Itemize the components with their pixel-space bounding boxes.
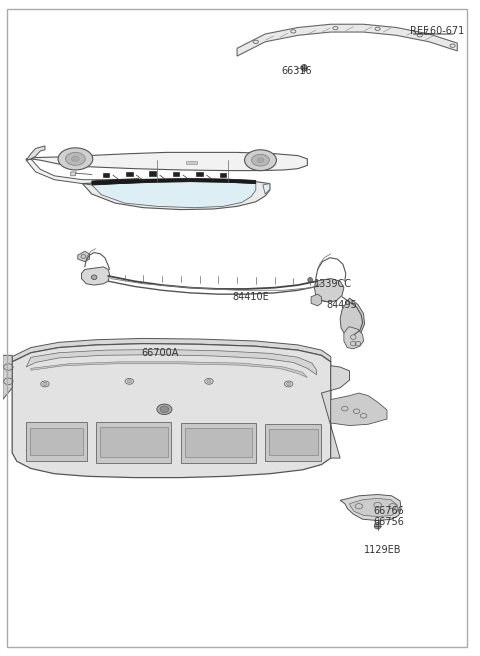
Polygon shape xyxy=(269,430,318,455)
Polygon shape xyxy=(26,422,87,461)
Polygon shape xyxy=(92,178,256,185)
Ellipse shape xyxy=(58,148,93,170)
Polygon shape xyxy=(185,428,252,457)
Ellipse shape xyxy=(301,64,307,71)
Polygon shape xyxy=(340,495,401,520)
Text: REF.60-671: REF.60-671 xyxy=(410,26,465,35)
Polygon shape xyxy=(12,344,331,478)
Polygon shape xyxy=(103,173,109,177)
Ellipse shape xyxy=(127,380,132,383)
Polygon shape xyxy=(344,327,363,349)
Polygon shape xyxy=(149,171,156,176)
Ellipse shape xyxy=(374,522,381,529)
Ellipse shape xyxy=(207,380,211,383)
Polygon shape xyxy=(26,159,139,184)
Text: 84410E: 84410E xyxy=(232,292,269,302)
Text: 66316: 66316 xyxy=(282,66,312,76)
Text: 84495: 84495 xyxy=(326,300,357,310)
Polygon shape xyxy=(71,172,76,176)
Polygon shape xyxy=(220,173,226,177)
Polygon shape xyxy=(237,24,457,56)
Text: 66700A: 66700A xyxy=(141,348,179,358)
Polygon shape xyxy=(78,251,89,262)
Polygon shape xyxy=(265,424,322,461)
Polygon shape xyxy=(196,172,203,176)
Ellipse shape xyxy=(157,404,172,415)
Text: 1339CC: 1339CC xyxy=(314,279,352,289)
Polygon shape xyxy=(340,298,364,337)
Polygon shape xyxy=(311,294,322,306)
Ellipse shape xyxy=(91,275,97,279)
Polygon shape xyxy=(83,180,270,210)
Polygon shape xyxy=(322,366,349,458)
Ellipse shape xyxy=(160,406,169,413)
Text: 1129EB: 1129EB xyxy=(363,545,401,556)
Polygon shape xyxy=(314,279,344,302)
Ellipse shape xyxy=(308,277,312,282)
Ellipse shape xyxy=(244,150,276,171)
Ellipse shape xyxy=(72,156,79,161)
Polygon shape xyxy=(30,428,84,455)
Text: 66756: 66756 xyxy=(373,517,404,527)
Ellipse shape xyxy=(43,382,47,386)
Polygon shape xyxy=(181,423,256,462)
Polygon shape xyxy=(256,162,267,165)
Polygon shape xyxy=(31,362,307,377)
Polygon shape xyxy=(100,427,168,457)
Polygon shape xyxy=(96,422,171,462)
Polygon shape xyxy=(173,172,180,176)
Ellipse shape xyxy=(287,382,291,386)
Polygon shape xyxy=(126,172,132,176)
Ellipse shape xyxy=(257,158,264,163)
Polygon shape xyxy=(26,152,307,171)
Ellipse shape xyxy=(66,152,85,165)
Polygon shape xyxy=(263,184,270,194)
Polygon shape xyxy=(349,499,397,517)
Polygon shape xyxy=(3,356,12,400)
Text: 66766: 66766 xyxy=(373,506,404,516)
Ellipse shape xyxy=(252,154,269,166)
Polygon shape xyxy=(92,182,256,208)
Polygon shape xyxy=(12,338,331,362)
Polygon shape xyxy=(82,267,109,285)
Polygon shape xyxy=(185,161,197,164)
Polygon shape xyxy=(331,393,387,426)
Polygon shape xyxy=(26,350,317,375)
Polygon shape xyxy=(26,146,45,160)
